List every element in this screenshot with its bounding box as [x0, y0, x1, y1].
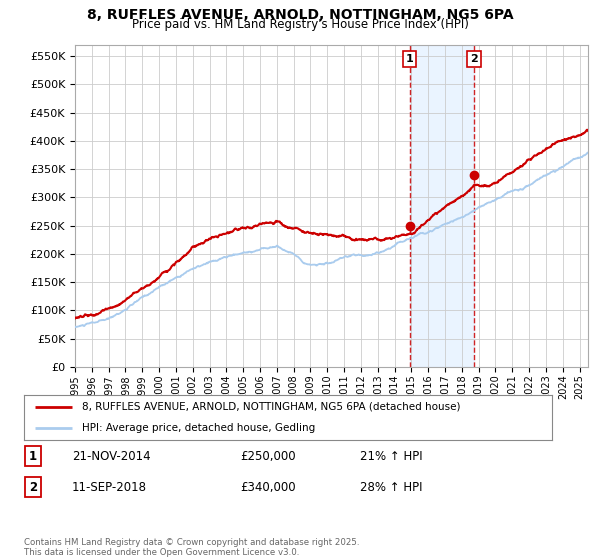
Text: 8, RUFFLES AVENUE, ARNOLD, NOTTINGHAM, NG5 6PA (detached house): 8, RUFFLES AVENUE, ARNOLD, NOTTINGHAM, N… [82, 402, 461, 412]
Text: 1: 1 [406, 54, 413, 64]
Text: £250,000: £250,000 [240, 450, 296, 463]
Bar [410, 45, 474, 367]
Text: HPI: Average price, detached house, Gedling: HPI: Average price, detached house, Gedl… [82, 422, 316, 432]
Text: 21-NOV-2014: 21-NOV-2014 [72, 450, 151, 463]
Text: Price paid vs. HM Land Registry's House Price Index (HPI): Price paid vs. HM Land Registry's House … [131, 18, 469, 31]
Text: 28% ↑ HPI: 28% ↑ HPI [360, 480, 422, 494]
Text: 2: 2 [29, 480, 37, 494]
Text: 8, RUFFLES AVENUE, ARNOLD, NOTTINGHAM, NG5 6PA: 8, RUFFLES AVENUE, ARNOLD, NOTTINGHAM, N… [86, 8, 514, 22]
Text: 21% ↑ HPI: 21% ↑ HPI [360, 450, 422, 463]
Text: 1: 1 [29, 450, 37, 463]
Text: 11-SEP-2018: 11-SEP-2018 [72, 480, 147, 494]
Text: 2: 2 [470, 54, 478, 64]
Text: Contains HM Land Registry data © Crown copyright and database right 2025.
This d: Contains HM Land Registry data © Crown c… [24, 538, 359, 557]
Text: £340,000: £340,000 [240, 480, 296, 494]
